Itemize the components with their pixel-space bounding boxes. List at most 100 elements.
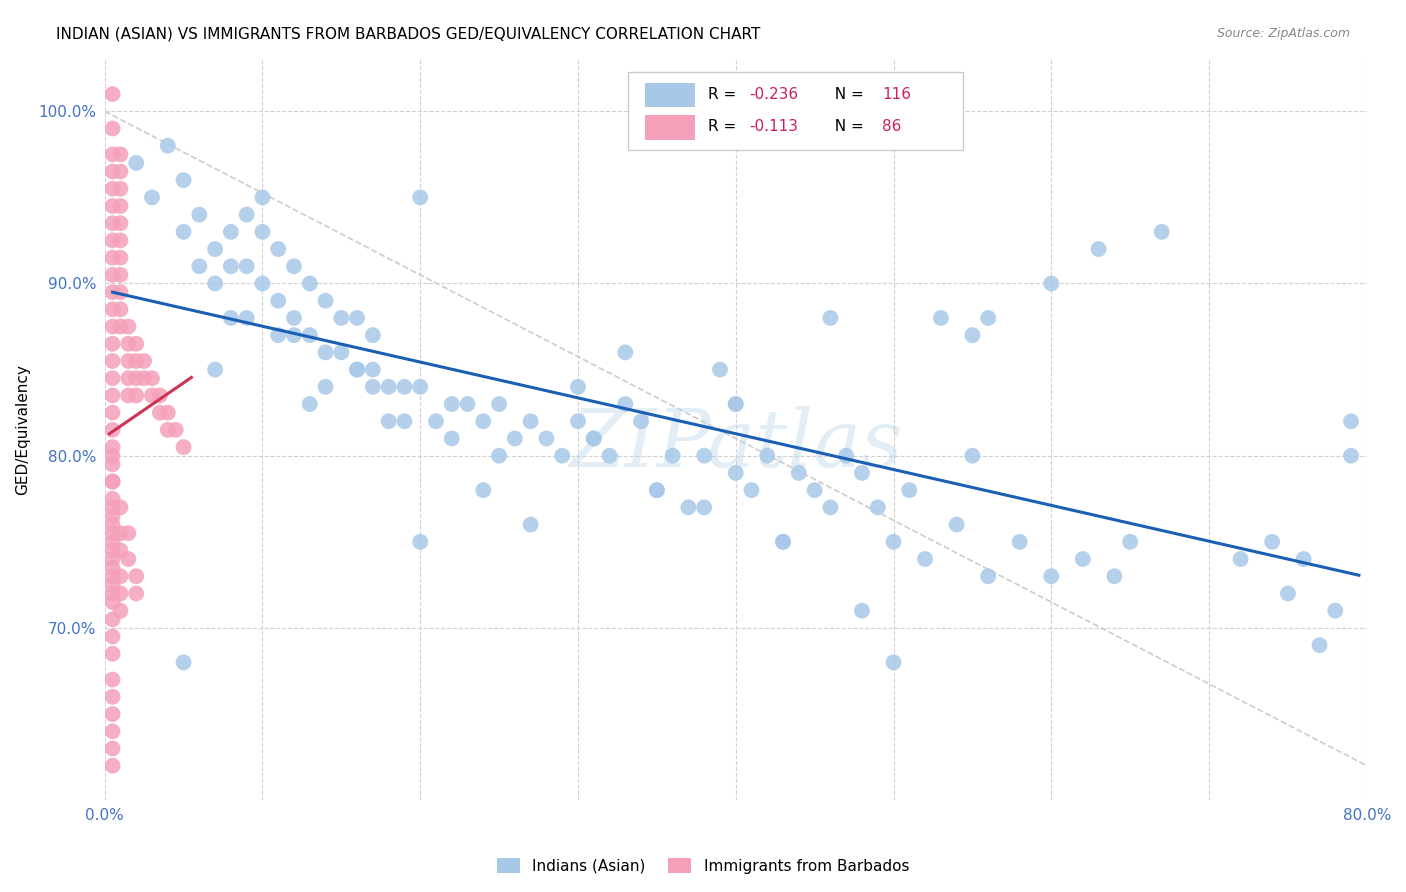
Point xyxy=(101,552,124,566)
Point xyxy=(110,147,132,161)
Point xyxy=(962,449,984,463)
Point xyxy=(101,543,124,558)
Point xyxy=(101,534,124,549)
Point xyxy=(165,423,187,437)
Point xyxy=(101,440,124,454)
Bar xyxy=(645,83,696,107)
Point xyxy=(882,656,904,670)
Point xyxy=(132,354,155,368)
Point xyxy=(803,483,825,497)
Point xyxy=(772,534,794,549)
Point xyxy=(377,414,399,428)
Point xyxy=(117,354,139,368)
Point xyxy=(962,328,984,343)
Point xyxy=(614,397,637,411)
Point xyxy=(724,397,747,411)
Point xyxy=(101,182,124,196)
Point xyxy=(394,414,416,428)
Point xyxy=(101,285,124,299)
Point xyxy=(110,319,132,334)
Point xyxy=(132,371,155,385)
Point xyxy=(110,199,132,213)
Point xyxy=(117,388,139,402)
Point xyxy=(101,121,124,136)
Point xyxy=(914,552,936,566)
Point xyxy=(141,388,163,402)
Point xyxy=(252,190,274,204)
Point xyxy=(1340,414,1362,428)
Point xyxy=(582,432,605,446)
Point xyxy=(110,302,132,317)
Point xyxy=(661,449,683,463)
Point xyxy=(101,673,124,687)
Point xyxy=(377,380,399,394)
Point xyxy=(101,758,124,772)
Point xyxy=(101,147,124,161)
Point xyxy=(101,449,124,463)
Point xyxy=(110,164,132,178)
Text: 86: 86 xyxy=(882,120,901,135)
Point xyxy=(101,406,124,420)
Point xyxy=(315,293,337,308)
Point xyxy=(724,397,747,411)
Point xyxy=(125,354,148,368)
Point xyxy=(820,500,842,515)
Text: R =: R = xyxy=(709,120,747,135)
Point xyxy=(156,423,179,437)
Point xyxy=(125,569,148,583)
Point xyxy=(125,371,148,385)
Point xyxy=(110,216,132,230)
Point xyxy=(1308,638,1330,652)
Point xyxy=(630,414,652,428)
Point xyxy=(188,208,211,222)
Text: ZIPatlas: ZIPatlas xyxy=(569,406,903,483)
Point xyxy=(101,302,124,317)
Point xyxy=(101,706,124,721)
Point xyxy=(851,604,873,618)
Point xyxy=(101,508,124,523)
Point xyxy=(709,362,731,376)
Point xyxy=(882,534,904,549)
Point xyxy=(945,517,967,532)
Point xyxy=(1150,225,1173,239)
Point xyxy=(866,500,889,515)
Point xyxy=(110,543,132,558)
Point xyxy=(440,432,463,446)
Legend: Indians (Asian), Immigrants from Barbados: Indians (Asian), Immigrants from Barbado… xyxy=(491,852,915,880)
Point xyxy=(110,182,132,196)
Point xyxy=(101,690,124,704)
Point xyxy=(820,310,842,325)
Point xyxy=(582,432,605,446)
Point xyxy=(346,310,368,325)
Point xyxy=(283,328,305,343)
Point xyxy=(693,449,716,463)
Point xyxy=(101,354,124,368)
Point xyxy=(361,362,384,376)
Point xyxy=(110,569,132,583)
Point xyxy=(101,388,124,402)
Point xyxy=(204,277,226,291)
Point xyxy=(173,656,195,670)
Point xyxy=(1277,586,1299,600)
Point xyxy=(330,345,353,359)
Point xyxy=(315,380,337,394)
Point xyxy=(409,190,432,204)
Point xyxy=(101,475,124,489)
Text: INDIAN (ASIAN) VS IMMIGRANTS FROM BARBADOS GED/EQUIVALENCY CORRELATION CHART: INDIAN (ASIAN) VS IMMIGRANTS FROM BARBAD… xyxy=(56,27,761,42)
Point xyxy=(1040,569,1063,583)
Point xyxy=(267,328,290,343)
Point xyxy=(173,225,195,239)
Point xyxy=(149,388,172,402)
Point xyxy=(1071,552,1094,566)
Bar xyxy=(628,72,963,150)
Text: -0.113: -0.113 xyxy=(749,120,799,135)
Point xyxy=(235,208,257,222)
Point xyxy=(101,475,124,489)
Point xyxy=(101,630,124,644)
Point xyxy=(125,388,148,402)
Text: N =: N = xyxy=(825,120,869,135)
Point xyxy=(101,164,124,178)
Point xyxy=(156,406,179,420)
Point xyxy=(851,466,873,480)
Point xyxy=(519,414,541,428)
